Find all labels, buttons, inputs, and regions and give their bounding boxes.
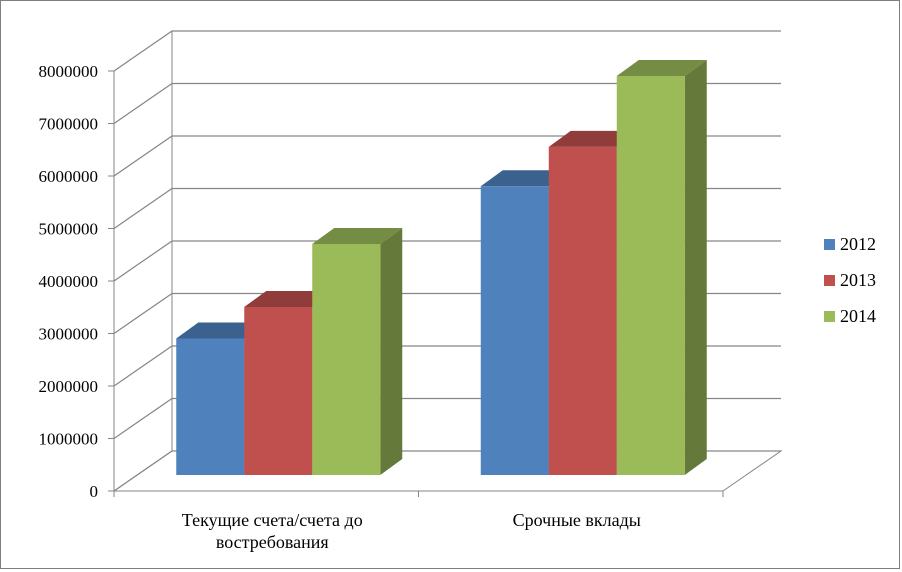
legend-swatch: [824, 275, 835, 286]
bar-2014-2: [616, 60, 707, 475]
legend-item-2013: 2013: [824, 270, 876, 290]
y-tick-label: 7000000: [39, 115, 99, 134]
y-tick-label: 0: [90, 482, 99, 501]
y-tick-label: 2000000: [39, 377, 99, 396]
x-axis: Текущие счета/счета до востребования Срочн…: [113, 490, 724, 552]
y-tick-label: 3000000: [39, 325, 99, 344]
bar-top: [480, 170, 571, 187]
bars: [176, 60, 707, 475]
legend-label: 2012: [840, 234, 876, 254]
legend: 2012 2013 2014: [824, 234, 876, 326]
bar-front: [548, 146, 617, 475]
y-tick-label: 4000000: [39, 272, 99, 291]
bar-top: [244, 291, 335, 307]
bar-top: [312, 228, 403, 244]
bar-front: [616, 76, 685, 475]
bar-top: [176, 322, 267, 339]
gridline: [113, 82, 781, 124]
bar-front: [176, 338, 245, 475]
bar-front: [244, 307, 313, 475]
legend-item-2014: 2014: [824, 306, 876, 326]
bar-front: [480, 186, 549, 475]
bar-side: [684, 60, 707, 475]
legend-label: 2014: [840, 306, 876, 326]
bar-top: [548, 130, 639, 147]
gridline: [113, 30, 781, 72]
legend-label: 2013: [840, 270, 876, 290]
gridlines: [113, 30, 781, 492]
legend-item-2012: 2012: [824, 234, 876, 254]
y-tick-label: 6000000: [39, 167, 99, 186]
bar-top: [616, 60, 707, 76]
bar-front: [312, 244, 381, 475]
y-tick-label: 1000000: [39, 430, 99, 449]
x-category-label: Срочные вклады: [513, 510, 641, 530]
y-axis: 0 1000000 2000000 3000000 4000000 5000000 6000…: [39, 62, 115, 501]
bar-side: [380, 228, 403, 475]
legend-swatch: [824, 239, 835, 250]
x-category-label: Текущие счета/счета до востребования: [182, 510, 363, 552]
legend-swatch: [824, 311, 835, 322]
y-tick-label: 5000000: [39, 220, 99, 239]
y-tick-label: 8000000: [39, 62, 99, 81]
bar-2014-1: [312, 228, 403, 475]
